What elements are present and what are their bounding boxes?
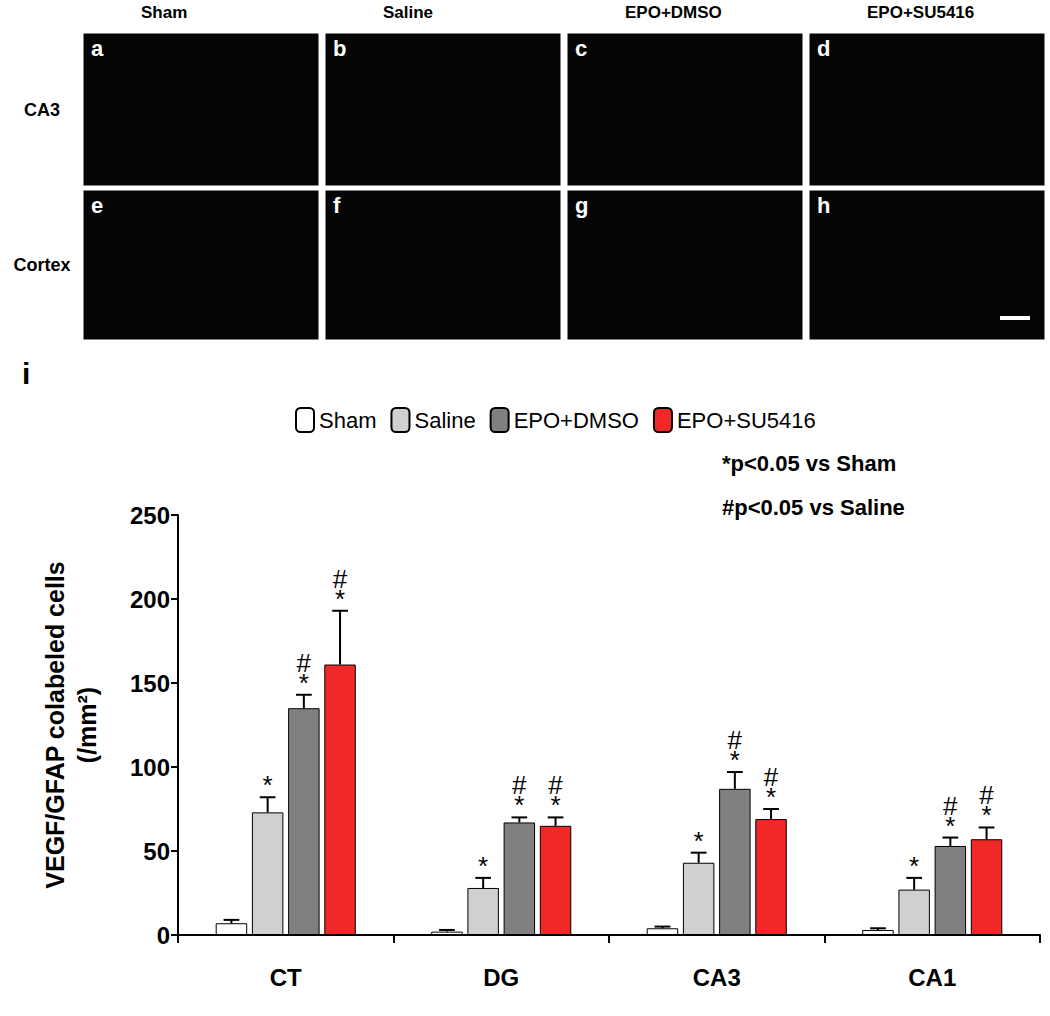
svg-text:50: 50 [143, 838, 170, 865]
svg-text:*: * [299, 668, 309, 698]
svg-text:*: * [478, 851, 488, 881]
svg-text:150: 150 [130, 670, 170, 697]
svg-text:EPO+DMSO: EPO+DMSO [625, 3, 722, 22]
svg-text:Cortex: Cortex [13, 255, 70, 275]
svg-text:c: c [575, 36, 587, 61]
svg-text:*: * [263, 770, 273, 800]
svg-text:*: * [909, 851, 919, 881]
svg-text:*: * [945, 811, 955, 841]
svg-text:#p<0.05 vs Saline: #p<0.05 vs Saline [722, 495, 905, 520]
svg-text:d: d [817, 36, 830, 61]
svg-text:CT: CT [270, 964, 302, 991]
svg-text:EPO+DMSO: EPO+DMSO [514, 408, 639, 433]
svg-text:h: h [817, 193, 830, 218]
svg-text:Saline: Saline [414, 408, 475, 433]
svg-text:(/mm²): (/mm²) [73, 687, 101, 763]
svg-text:CA3: CA3 [693, 964, 741, 991]
svg-text:*: * [514, 790, 524, 820]
svg-text:a: a [91, 36, 104, 61]
svg-text:b: b [333, 36, 346, 61]
svg-text:CA3: CA3 [24, 100, 60, 120]
svg-text:*: * [550, 790, 560, 820]
svg-text:VEGF/GFAP colabeled cells: VEGF/GFAP colabeled cells [41, 561, 69, 888]
svg-text:*: * [766, 782, 776, 812]
svg-text:*: * [335, 584, 345, 614]
svg-text:200: 200 [130, 586, 170, 613]
svg-text:f: f [333, 193, 341, 218]
svg-text:e: e [91, 193, 103, 218]
svg-text:EPO+SU5416: EPO+SU5416 [677, 408, 816, 433]
svg-text:250: 250 [130, 502, 170, 529]
svg-text:*: * [730, 745, 740, 775]
svg-text:CA1: CA1 [908, 964, 956, 991]
svg-text:Saline: Saline [383, 3, 433, 22]
svg-text:*p<0.05 vs Sham: *p<0.05 vs Sham [722, 451, 896, 476]
svg-text:*: * [981, 800, 991, 830]
svg-text:Sham: Sham [141, 3, 187, 22]
svg-text:0: 0 [157, 922, 170, 949]
svg-text:*: * [694, 826, 704, 856]
svg-text:g: g [575, 193, 588, 218]
svg-text:EPO+SU5416: EPO+SU5416 [867, 3, 974, 22]
svg-text:DG: DG [483, 964, 519, 991]
svg-text:Sham: Sham [319, 408, 376, 433]
svg-text:i: i [22, 357, 30, 390]
svg-text:100: 100 [130, 754, 170, 781]
